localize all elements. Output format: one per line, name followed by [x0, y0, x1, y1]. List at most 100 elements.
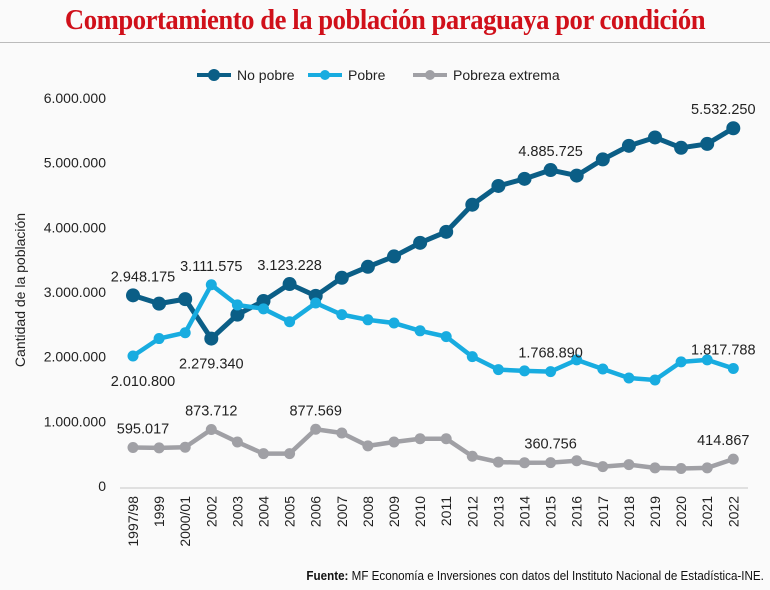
- data-point: [231, 436, 243, 448]
- x-tick-label: 2008: [360, 496, 376, 527]
- legend-marker: [208, 69, 220, 81]
- data-point: [310, 423, 322, 435]
- data-point: [387, 249, 401, 264]
- y-tick-label: 2.000.000: [44, 349, 106, 365]
- x-tick-label: 2012: [464, 496, 480, 527]
- data-point: [649, 374, 661, 386]
- legend-entry: Pobreza extrema: [453, 67, 560, 83]
- legend-entry: Pobre: [348, 67, 386, 83]
- data-point: [127, 442, 139, 454]
- x-tick-label: 2019: [647, 496, 663, 527]
- data-point: [545, 457, 557, 469]
- data-point: [465, 197, 480, 212]
- data-point: [205, 423, 217, 435]
- data-point: [284, 316, 296, 328]
- data-point: [675, 356, 687, 368]
- data-label: 873.712: [185, 403, 237, 419]
- data-point: [179, 441, 191, 453]
- data-point: [648, 130, 662, 145]
- data-point: [674, 140, 689, 155]
- data-label: 877.569: [289, 403, 341, 419]
- chart-title: Comportamiento de la población paraguaya…: [64, 4, 706, 36]
- series-line: [132, 427, 735, 471]
- data-label: 4.885.725: [518, 144, 583, 160]
- data-point: [362, 440, 374, 452]
- legend-marker: [320, 70, 330, 80]
- title-divider: [0, 42, 770, 43]
- x-tick-label: 2013: [490, 496, 506, 527]
- data-point: [205, 279, 217, 291]
- data-point: [519, 457, 530, 469]
- data-label: 1.817.788: [691, 342, 756, 358]
- x-tick-label: 2022: [725, 496, 741, 527]
- data-point: [571, 455, 583, 467]
- x-tick-label: 1999: [151, 496, 167, 527]
- data-label: 5.532.250: [691, 102, 756, 118]
- y-tick-label: 3.000.000: [44, 284, 106, 300]
- x-tick-label: 2004: [256, 496, 272, 527]
- y-tick-label: 1.000.000: [44, 413, 106, 429]
- data-point: [178, 292, 193, 307]
- source-text: MF Economía e Inversiones con datos del …: [348, 569, 764, 583]
- x-tick-label: 2021: [699, 496, 715, 527]
- data-point: [569, 168, 584, 183]
- data-point: [258, 303, 269, 315]
- data-point: [153, 442, 165, 454]
- data-point: [413, 235, 428, 250]
- data-point: [230, 307, 245, 322]
- data-point: [152, 296, 167, 311]
- data-point: [334, 270, 349, 285]
- data-point: [127, 350, 139, 362]
- data-point: [440, 331, 452, 343]
- data-label: 595.017: [117, 422, 169, 438]
- data-point: [388, 436, 400, 448]
- y-tick-label: 6.000.000: [44, 90, 106, 106]
- data-point: [414, 433, 426, 445]
- data-point: [571, 354, 583, 366]
- y-tick-label: 5.000.000: [44, 155, 106, 171]
- legend-marker: [425, 70, 435, 80]
- data-point: [519, 365, 530, 377]
- y-axis-label: Cantidad de la población: [12, 213, 28, 367]
- legend-entry: No pobre: [237, 67, 295, 83]
- x-tick-label: 2015: [543, 496, 559, 527]
- data-point: [595, 152, 610, 167]
- data-label: 414.867: [697, 433, 749, 449]
- data-point: [727, 453, 739, 465]
- data-point: [726, 121, 741, 136]
- x-tick-label: 2014: [517, 496, 533, 527]
- data-point: [701, 354, 713, 366]
- x-tick-label: 2005: [282, 496, 298, 527]
- data-point: [700, 136, 715, 151]
- data-label: 2.948.175: [111, 269, 176, 285]
- data-point: [204, 331, 219, 346]
- x-tick-label: 2009: [386, 496, 402, 527]
- source-note: Fuente: MF Economía e Inversiones con da…: [307, 569, 764, 583]
- data-label: 3.111.575: [180, 259, 242, 275]
- data-label: 2.279.340: [179, 357, 244, 373]
- data-point: [543, 163, 558, 178]
- data-point: [126, 288, 140, 303]
- data-point: [492, 364, 504, 376]
- x-tick-label: 2017: [595, 496, 611, 527]
- data-point: [517, 171, 532, 186]
- data-point: [466, 351, 478, 363]
- data-point: [675, 463, 687, 475]
- x-tick-label: 2020: [673, 496, 689, 527]
- data-point: [649, 462, 661, 474]
- data-point: [414, 325, 426, 337]
- data-point: [466, 450, 478, 462]
- series-line: [132, 126, 735, 342]
- x-tick-label: 2016: [569, 496, 585, 527]
- x-tick-label: 1997/98: [125, 496, 141, 547]
- data-point: [621, 138, 636, 153]
- data-point: [231, 299, 243, 311]
- x-tick-label: 2003: [229, 496, 245, 527]
- y-tick-label: 4.000.000: [44, 219, 106, 235]
- data-point: [360, 259, 375, 274]
- data-point: [310, 297, 322, 309]
- data-point: [623, 372, 635, 384]
- x-tick-label: 2000/01: [177, 496, 193, 547]
- source-label: Fuente:: [306, 569, 349, 583]
